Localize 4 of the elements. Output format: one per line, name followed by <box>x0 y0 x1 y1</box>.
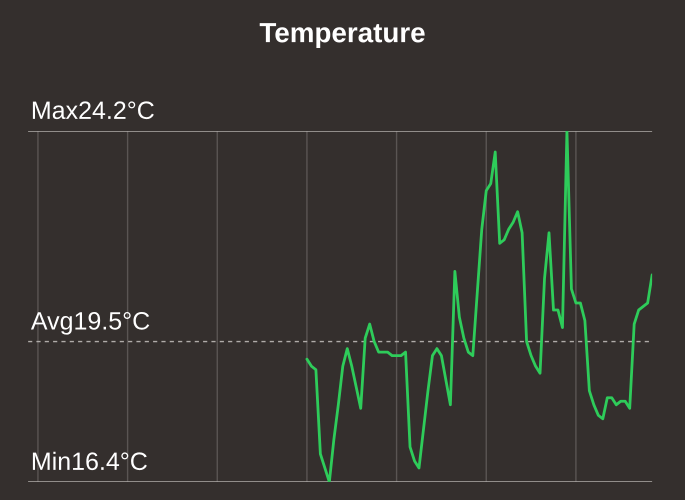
chart-title: Temperature <box>260 23 425 48</box>
ref-line-label: Min16.4°C <box>32 452 147 470</box>
ref-line-label: Avg19.5°C <box>30 312 150 335</box>
ref-line-label: Max24.2°C <box>32 101 154 120</box>
